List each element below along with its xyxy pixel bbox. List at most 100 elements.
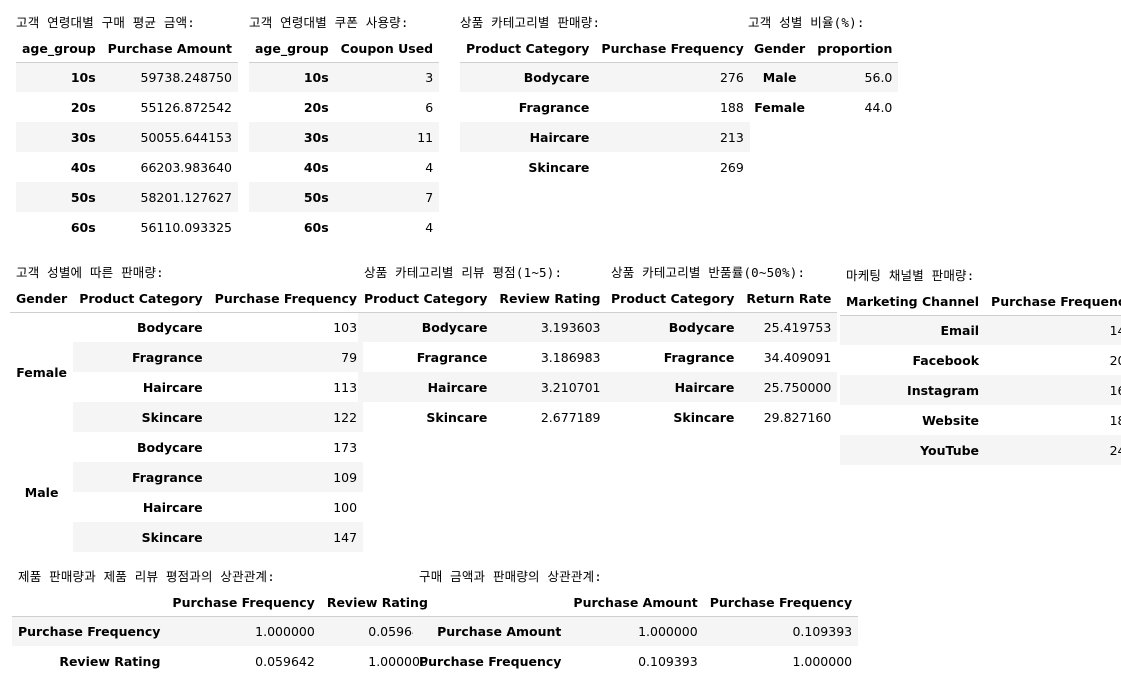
channel-sales-block: 마케팅 채널별 판매량: Marketing Channel Purchase … <box>840 266 1121 465</box>
row-label: 60s <box>303 219 329 235</box>
cell-value: 7 <box>334 182 440 212</box>
section-title: 상품 카테고리별 반품률(0~50%): <box>611 265 806 280</box>
cell-value: 58201.127627 <box>101 182 238 212</box>
column-header: Purchase Amount <box>101 33 238 63</box>
row-label: Haircare <box>460 122 596 152</box>
column-header: Purchase Frequency <box>166 587 321 617</box>
column-header: Product Category <box>460 33 596 63</box>
cell-value: 100 <box>333 499 358 515</box>
row-label: Purchase Frequency <box>419 653 562 669</box>
cell-value: 56.0 <box>811 62 899 92</box>
cell-value: 4 <box>425 219 434 235</box>
cell-value: 188 <box>1109 412 1121 428</box>
table-row: Haircare 113 <box>10 372 363 402</box>
cell-value: 147 <box>208 522 364 552</box>
table-row: 40s 4 <box>249 152 439 182</box>
table-row: Haircare 100 <box>10 492 363 522</box>
table-row: 50s 7 <box>249 182 440 212</box>
sales-review-correlation-table: Purchase Frequency Review Rating Purchas… <box>12 587 434 676</box>
table-row: Fragrance 34.409091 <box>605 342 837 372</box>
cell-value: 50055.644153 <box>101 122 238 152</box>
cell-value: 202 <box>1109 352 1121 368</box>
cell-value: 122 <box>208 402 364 432</box>
table-row: 20s 6 <box>249 92 439 122</box>
cell-value: 188 <box>719 99 744 115</box>
row-label: Skincare <box>73 522 209 552</box>
amount-sales-correlation-table: Purchase Amount Purchase Frequency Purch… <box>413 587 859 676</box>
row-label: Bodycare <box>73 312 209 342</box>
table-row: Review Rating 0.059642 1.000000 <box>12 646 434 676</box>
cell-value: 2.677189 <box>540 409 601 425</box>
row-label: YouTube <box>840 435 986 465</box>
gender-category-sales-block: 고객 성별에 따른 판매량: Gender Product Category P… <box>10 263 364 552</box>
row-label: 50s <box>249 182 335 212</box>
amount-sales-correlation-block: 구매 금액과 판매량의 상관관계: Purchase Amount Purcha… <box>413 567 859 676</box>
table-row: 60s 56110.093325 <box>16 212 238 242</box>
cell-value: 0.109393 <box>638 653 698 669</box>
cell-value: 3 <box>334 62 440 92</box>
group-label: Male <box>10 432 74 552</box>
table-row: Fragrance 3.186983 <box>358 342 607 372</box>
table-row: Bodycare 276 <box>460 62 750 92</box>
cell-value: 213 <box>595 122 750 152</box>
table-row: Female 44.0 <box>748 92 898 122</box>
row-label: Email <box>840 315 986 345</box>
column-header: Purchase Frequency <box>208 283 364 313</box>
table-row: 20s 55126.872542 <box>16 92 238 122</box>
column-header: age_group <box>249 33 335 63</box>
cell-value: 3.186983 <box>540 349 601 365</box>
row-label: Haircare <box>142 379 203 395</box>
gender-proportion-table: Gender proportion Male 56.0 Female 44.0 <box>748 33 899 122</box>
cell-value: 3.193603 <box>493 312 607 342</box>
table-row: Haircare 3.210701 <box>358 372 607 402</box>
table-row: Male Bodycare 173 <box>10 432 363 552</box>
row-label: Bodycare <box>136 439 203 455</box>
category-sales-table: Product Category Purchase Frequency Body… <box>460 33 750 182</box>
table-row: Purchase Amount 1.000000 0.109393 <box>413 616 859 646</box>
row-label: Fragrance <box>416 349 488 365</box>
section-title: 제품 판매량과 제품 리뷰 평점과의 상관관계: <box>18 569 275 584</box>
column-header: Purchase Amount <box>567 587 704 617</box>
row-label: 20s <box>70 99 96 115</box>
table-row: Haircare 25.750000 <box>605 372 838 402</box>
row-label: Fragrance <box>73 462 209 492</box>
channel-sales-table: Marketing Channel Purchase Frequency Ema… <box>840 286 1121 465</box>
cell-value: 1.000000 <box>368 653 428 669</box>
column-header <box>413 587 568 617</box>
table-row: 60s 4 <box>249 212 439 242</box>
cell-value: 79 <box>208 342 364 372</box>
age-coupon-used-table: age_group Coupon Used 10s 3 20s 6 30s 11 40… <box>249 33 440 242</box>
section-title: 고객 연령대별 쿠폰 사용량: <box>249 15 409 30</box>
column-header: Purchase Frequency <box>595 33 750 63</box>
cell-value: 1.000000 <box>567 616 704 646</box>
table-row: Skincare 2.677189 <box>358 402 607 432</box>
cell-value: 11 <box>334 122 440 152</box>
section-title: 상품 카테고리별 리뷰 평점(1~5): <box>364 265 563 280</box>
row-label: Purchase Amount <box>413 616 568 646</box>
category-review-block: 상품 카테고리별 리뷰 평점(1~5): Product Category Re… <box>358 263 607 432</box>
table-row: Male 56.0 <box>748 62 899 92</box>
row-label: Skincare <box>73 402 209 432</box>
cell-value: 3.210701 <box>493 372 607 402</box>
row-label: 40s <box>303 159 329 175</box>
column-header: Gender <box>748 33 812 63</box>
column-header: Gender <box>10 283 74 313</box>
section-title: 마케팅 채널별 판매량: <box>846 268 975 283</box>
cell-value: 1.000000 <box>792 653 853 669</box>
column-header: Marketing Channel <box>840 286 986 316</box>
row-label: Bodycare <box>358 312 494 342</box>
table-row: Skincare 147 <box>10 522 364 552</box>
table-row: 10s 59738.248750 <box>16 62 238 92</box>
table-row: 30s 50055.644153 <box>16 122 238 152</box>
row-label: 50s <box>16 182 102 212</box>
row-label: Instagram <box>840 375 986 405</box>
row-label: Bodycare <box>605 312 741 342</box>
table-row: Skincare 122 <box>10 402 364 432</box>
category-review-table: Product Category Review Rating Bodycare 3… <box>358 283 607 432</box>
column-header: Return Rate <box>740 283 838 313</box>
section-title: 고객 연령대별 구매 평균 금액: <box>16 15 196 30</box>
row-label: 30s <box>249 122 335 152</box>
column-header: Review Rating <box>493 283 607 313</box>
row-label: Website <box>922 412 980 428</box>
row-label: Skincare <box>426 409 488 425</box>
